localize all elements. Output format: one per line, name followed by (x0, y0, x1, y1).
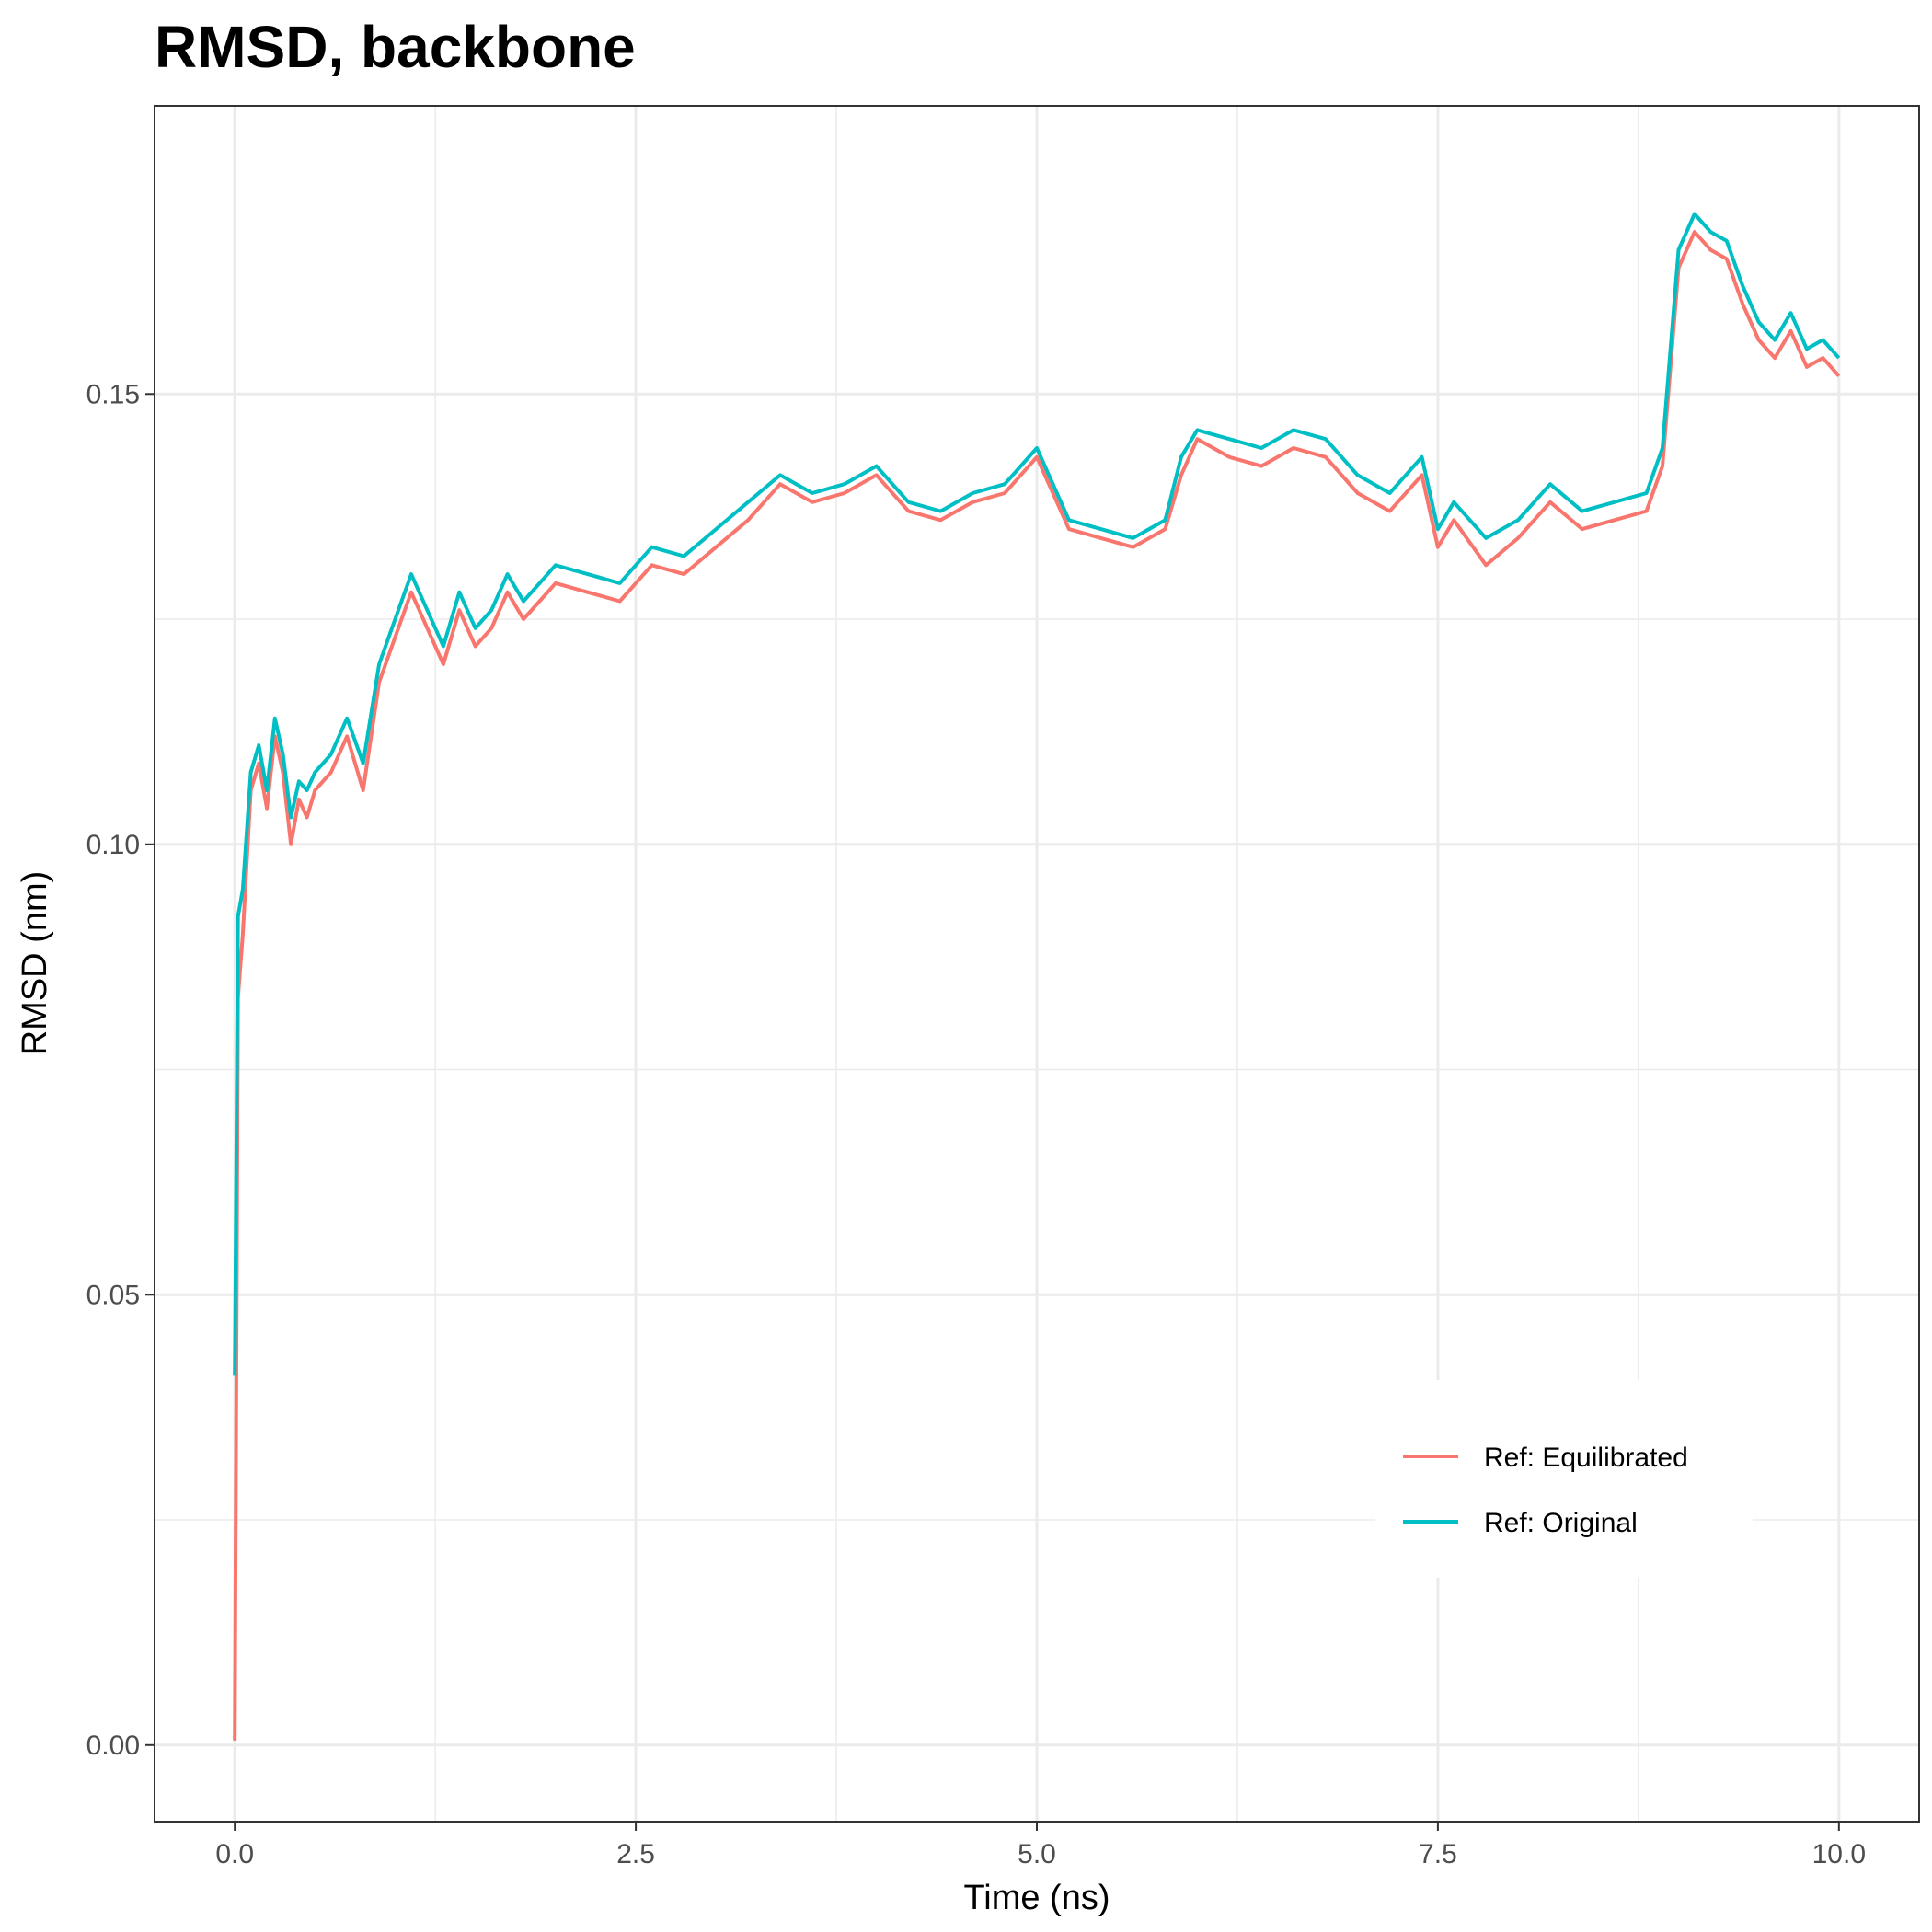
series-line-equilibrated (233, 230, 1841, 1741)
y-tick-label: 0.15 (86, 379, 140, 409)
x-tick-label: 2.5 (616, 1839, 655, 1869)
legend-label-original: Ref: Original (1484, 1508, 1638, 1538)
y-tick-label: 0.05 (86, 1280, 140, 1310)
legend: Ref: Equilibrated Ref: Original (1375, 1380, 1753, 1578)
legend-label-equilibrated: Ref: Equilibrated (1484, 1443, 1688, 1473)
x-tick-label: 10.0 (1812, 1839, 1866, 1869)
y-axis-title: RMSD (nm) (16, 871, 54, 1056)
series-layer (233, 212, 1841, 1741)
x-tick-label: 7.5 (1419, 1839, 1457, 1869)
series-line-original (233, 212, 1841, 1376)
y-tick-label: 0.10 (86, 830, 140, 860)
legend-background (1375, 1380, 1753, 1578)
chart-title: RMSD, backbone (155, 14, 636, 80)
x-tick-label: 0.0 (215, 1839, 254, 1869)
x-tick-label: 5.0 (1018, 1839, 1056, 1869)
x-axis-title: Time (ns) (963, 1879, 1110, 1917)
y-tick-label: 0.00 (86, 1731, 140, 1761)
x-axis-ticks: 0.0 2.5 5.0 7.5 10.0 (215, 1822, 1866, 1869)
y-axis-ticks: 0.00 0.05 0.10 0.15 (86, 379, 155, 1761)
